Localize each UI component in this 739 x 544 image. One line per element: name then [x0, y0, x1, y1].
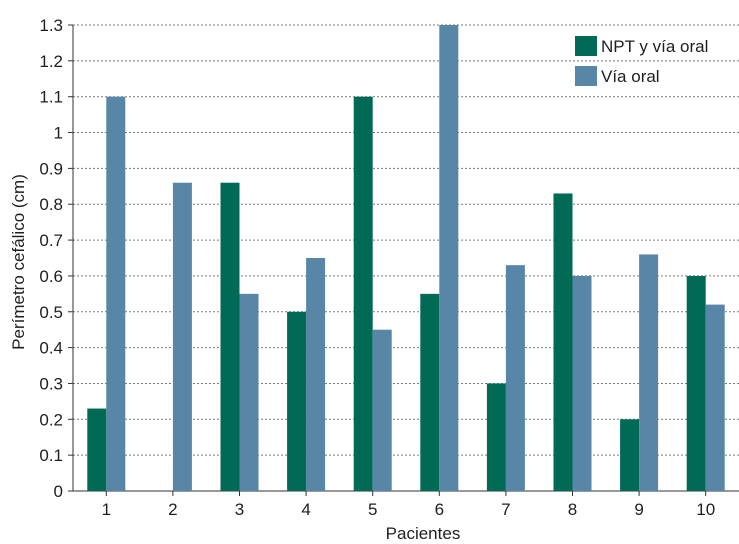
y-tick-label: 1 — [54, 124, 63, 143]
bar-oral-3 — [239, 293, 259, 491]
bar-oral-9 — [639, 254, 659, 491]
bar-npt-5 — [353, 96, 373, 491]
bar-npt-10 — [686, 275, 706, 491]
x-tick-labels: 1 2 3 4 5 6 7 8 9 10 — [102, 500, 716, 519]
legend-swatch-npt — [575, 36, 597, 56]
x-tick-label: 5 — [368, 500, 377, 519]
x-tick-label: 6 — [435, 500, 444, 519]
y-tick-label: 0.1 — [39, 446, 63, 465]
y-tick-label: 0.7 — [39, 231, 63, 250]
y-tick-labels: 0 0.1 0.2 0.3 0.4 0.5 0.6 0.7 0.8 0.9 1 1.1 1.2 1.3 — [39, 16, 63, 501]
y-tick-label: 1.2 — [39, 52, 63, 71]
bar-oral-10 — [705, 304, 725, 491]
x-tick-label: 8 — [568, 500, 577, 519]
x-tick-label: 10 — [696, 500, 715, 519]
legend-label-oral: Vía oral — [601, 67, 660, 86]
y-tick-label: 0.8 — [39, 195, 63, 214]
bars — [87, 25, 725, 491]
bar-oral-1 — [106, 96, 126, 491]
y-tick-label: 1.3 — [39, 16, 63, 35]
bar-oral-6 — [439, 25, 459, 491]
x-tick-label: 9 — [634, 500, 643, 519]
y-tick-label: 0.6 — [39, 267, 63, 286]
x-tick-label: 1 — [102, 500, 111, 519]
legend-swatch-oral — [575, 66, 597, 86]
y-tick-label: 0.4 — [39, 339, 63, 358]
bar-npt-7 — [486, 383, 506, 491]
y-tick-label: 0.9 — [39, 159, 63, 178]
bar-oral-2 — [172, 182, 192, 491]
y-tick-label: 0.5 — [39, 303, 63, 322]
y-axis-title: Perímetro cefálico (cm) — [9, 174, 28, 350]
y-tick-label: 1.1 — [39, 88, 63, 107]
x-tick-label: 7 — [501, 500, 510, 519]
bar-oral-8 — [572, 275, 592, 491]
x-tick-label: 2 — [168, 500, 177, 519]
y-tick-label: 0 — [54, 482, 63, 501]
bar-oral-4 — [306, 258, 326, 491]
bar-oral-5 — [372, 329, 392, 491]
x-tick-label: 3 — [235, 500, 244, 519]
bar-oral-7 — [505, 265, 525, 491]
gridlines — [73, 24, 739, 456]
bar-npt-4 — [287, 311, 307, 491]
y-tick-label: 0.3 — [39, 374, 63, 393]
bar-npt-9 — [620, 419, 640, 491]
y-tick-label: 0.2 — [39, 410, 63, 429]
x-tick-label: 4 — [301, 500, 310, 519]
bar-npt-8 — [553, 193, 573, 491]
legend: NPT y vía oral Vía oral — [575, 36, 708, 86]
bar-npt-6 — [420, 293, 440, 491]
x-axis-title: Pacientes — [386, 524, 461, 543]
legend-label-npt: NPT y vía oral — [601, 37, 708, 56]
bar-npt-1 — [87, 408, 107, 491]
bar-npt-3 — [220, 182, 240, 491]
